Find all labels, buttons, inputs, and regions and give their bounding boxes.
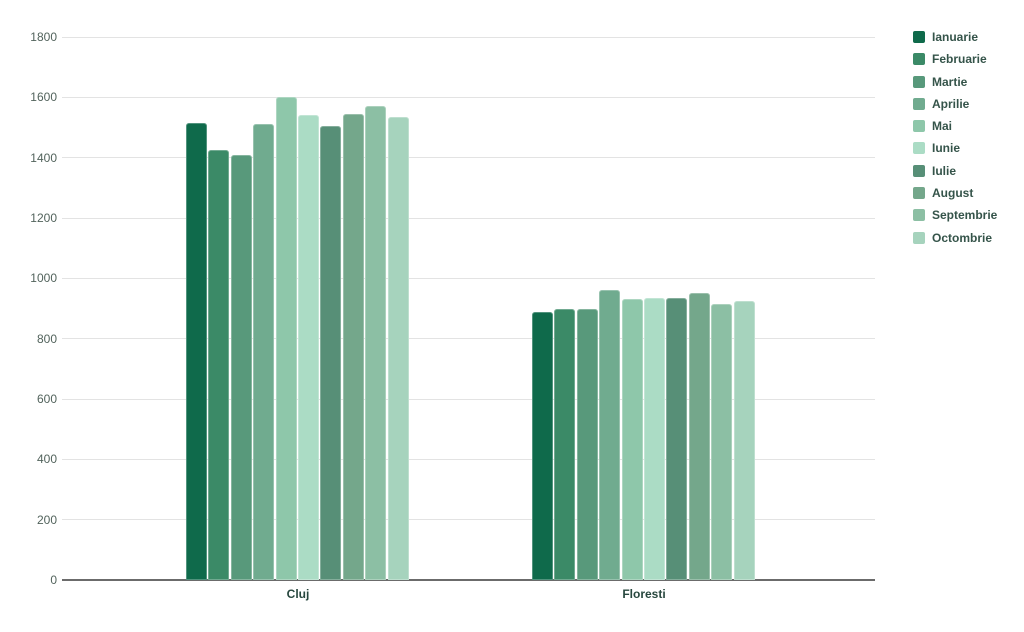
legend-item-iunie: Iunie [913,141,997,156]
bar-floresti-aprilie[interactable] [599,290,621,580]
bar-floresti-septembrie[interactable] [711,303,733,580]
legend-label-februarie: Februarie [932,52,987,67]
bar-group-floresti [532,37,756,580]
y-tick-label-1000: 1000 [30,271,57,286]
legend-swatch-icon [913,120,925,133]
plot-area [62,36,875,581]
bar-cluj-septembrie[interactable] [365,106,387,580]
legend-item-februarie: Februarie [913,52,997,67]
y-tick-label-0: 0 [50,573,57,587]
bar-cluj-octombrie[interactable] [387,116,409,580]
legend-label-aprilie: Aprilie [932,96,970,111]
legend-item-octombrie: Octombrie [913,230,997,245]
gridline-1600 [62,96,875,98]
bar-cluj-iunie[interactable] [298,115,319,580]
bar-cluj-august[interactable] [342,113,364,580]
bar-floresti-ianuarie[interactable] [532,311,553,580]
legend-label-octombrie: Octombrie [932,230,993,245]
bar-cluj-martie[interactable] [230,154,252,580]
legend-swatch-icon [913,231,925,244]
legend-label-ianuarie: Ianuarie [932,30,979,44]
bar-floresti-mai[interactable] [621,299,643,580]
gridline-800 [62,338,875,340]
bar-floresti-martie[interactable] [576,308,598,580]
gridline-1200 [62,217,875,219]
x-axis-baseline [62,579,875,581]
legend-item-ianuarie: Ianuarie [913,31,997,43]
legend-label-martie: Martie [932,74,968,89]
legend-item-martie: Martie [913,74,997,89]
bar-floresti-iulie[interactable] [666,297,688,580]
bar-floresti-februarie[interactable] [554,308,576,580]
x-axis-label-cluj: Cluj [286,587,310,601]
legend: Ianuarie Februarie Martie Aprilie Mai Iunie Iu… [913,31,997,244]
legend-item-septembrie: Septembrie [913,208,998,223]
bar-floresti-august[interactable] [688,293,710,580]
legend-swatch-icon [913,209,925,222]
y-tick-label-1600: 1600 [30,90,57,105]
legend-item-august: August [913,186,997,201]
gridline-1800 [62,36,875,38]
gridline-400 [62,458,875,460]
bar-cluj-februarie[interactable] [208,150,230,580]
legend-item-aprilie: Aprilie [913,96,997,111]
legend-item-mai: Mai [913,119,997,134]
legend-swatch-icon [913,97,925,110]
legend-swatch-icon [913,164,925,177]
gridline-1400 [62,157,875,159]
legend-swatch-icon [913,75,925,88]
legend-label-iulie: Iulie [932,163,957,178]
bar-cluj-mai[interactable] [275,97,297,580]
bar-floresti-octombrie[interactable] [733,300,755,580]
legend-swatch-icon [913,31,925,43]
legend-label-iunie: Iunie [932,141,961,156]
y-tick-label-1400: 1400 [30,150,57,165]
legend-label-septembrie: Septembrie [932,208,998,223]
bar-floresti-iunie[interactable] [644,297,665,580]
legend-label-mai: Mai [932,119,953,134]
legend-swatch-icon [913,142,925,155]
x-axis-label-floresti: Floresti [622,587,666,601]
y-tick-label-200: 200 [36,512,57,527]
bar-group-cluj [186,37,410,580]
bar-cluj-ianuarie[interactable] [186,122,207,580]
legend-item-iulie: Iulie [913,163,997,178]
y-tick-label-600: 600 [36,392,57,406]
legend-swatch-icon [913,187,925,200]
gridline-600 [62,398,875,400]
legend-label-august: August [932,186,974,201]
y-tick-label-1200: 1200 [30,211,57,225]
gridline-200 [62,519,875,521]
bar-cluj-aprilie[interactable] [253,124,275,580]
y-tick-label-400: 400 [36,452,57,467]
y-tick-label-800: 800 [36,331,57,346]
bar-cluj-iulie[interactable] [320,126,342,580]
gridline-1000 [62,277,875,279]
y-tick-label-1800: 1800 [30,30,57,44]
legend-swatch-icon [913,53,925,66]
